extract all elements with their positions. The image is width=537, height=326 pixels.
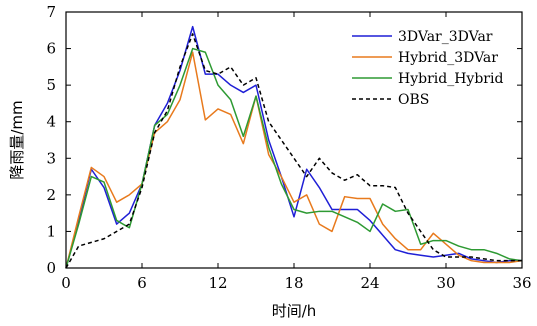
series-line-hybrid-hybrid	[65, 47, 523, 269]
x-tick-label: 18	[284, 274, 303, 292]
y-tick-label: 7	[46, 3, 56, 21]
x-tick-label: 24	[360, 274, 379, 292]
x-tick-label: 6	[137, 274, 147, 292]
legend: 3DVar_3DVar Hybrid_3DVar Hybrid_Hybrid OBS	[352, 29, 503, 108]
legend-label: Hybrid_Hybrid	[398, 71, 503, 87]
y-tick-label: 0	[46, 259, 56, 277]
y-tick-label: 5	[46, 76, 56, 94]
y-tick-label: 6	[46, 40, 56, 58]
x-tick-label: 12	[208, 274, 227, 292]
legend-label: 3DVar_3DVar	[398, 29, 493, 45]
series-layer	[65, 25, 523, 269]
legend-label: OBS	[398, 92, 429, 108]
x-tick-label: 36	[512, 274, 531, 292]
x-tick-label: 0	[61, 274, 71, 292]
y-tick-label: 4	[46, 113, 56, 131]
x-tick-label: 30	[436, 274, 455, 292]
x-axis-title: 时间/h	[272, 302, 317, 320]
series-line-obs	[65, 33, 522, 269]
legend-label: Hybrid_3DVar	[398, 50, 498, 66]
y-tick-label: 3	[46, 149, 56, 167]
y-axis-title: 降雨量/mm	[8, 100, 26, 179]
y-tick-label: 2	[46, 186, 56, 204]
y-tick-label: 1	[46, 222, 56, 240]
